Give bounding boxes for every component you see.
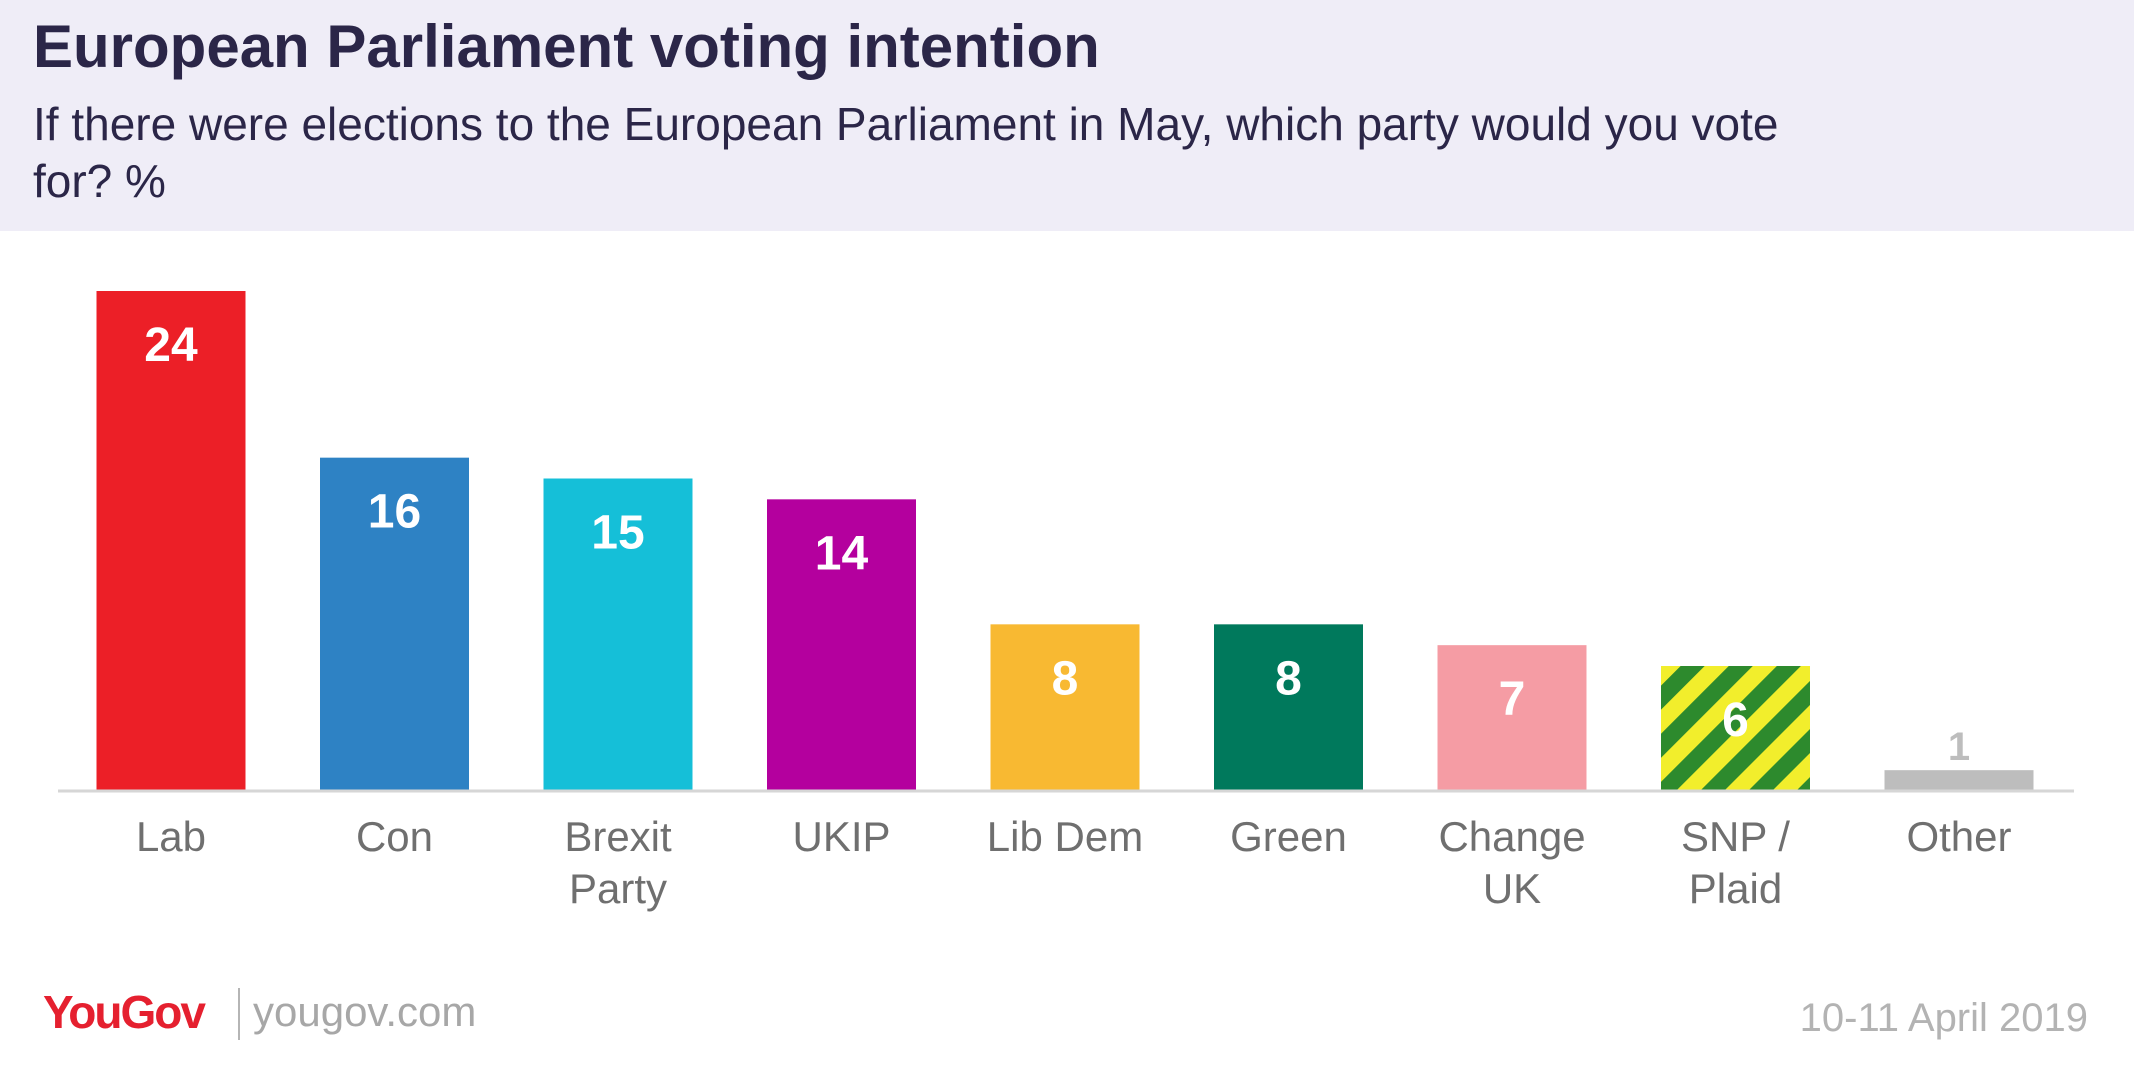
category-label-line: UKIP <box>792 813 891 860</box>
value-label: 16 <box>368 486 421 539</box>
yougov-logo: YouGov <box>43 986 206 1038</box>
category-label: SNP / Plaid <box>1626 811 1846 915</box>
bar-brexit-party <box>543 478 693 791</box>
category-label: Change UK <box>1402 811 1622 915</box>
bar-lab <box>96 291 246 791</box>
category-label-line: Con <box>355 813 434 860</box>
bar-green <box>1214 624 1363 791</box>
category-label: Other <box>1849 811 2069 863</box>
category-label: Green <box>1179 811 1399 863</box>
bar-lib-dem <box>990 624 1140 791</box>
category-label: Con <box>285 811 505 863</box>
category-label-line: Other <box>1906 813 2012 860</box>
category-label-line: Lab <box>135 813 207 860</box>
category-label: Lib Dem <box>955 811 1175 863</box>
category-label-line: UK <box>1482 865 1542 912</box>
value-label: 8 <box>1275 652 1302 705</box>
footer-divider <box>238 988 240 1040</box>
value-label: 6 <box>1722 694 1749 747</box>
value-label: 8 <box>1052 652 1079 705</box>
category-label: UKIP <box>732 811 952 863</box>
footer-url: yougov.com <box>253 988 477 1035</box>
bars-layer <box>96 291 2034 791</box>
category-label-line: Lib Dem <box>986 813 1144 860</box>
category-label-line: Party <box>568 865 668 912</box>
category-label-line: Change <box>1438 813 1586 860</box>
category-label: Brexit Party <box>508 811 728 915</box>
category-label-line: Brexit <box>564 813 672 860</box>
chart-title: European Parliament voting intention <box>33 13 1100 80</box>
value-label: 14 <box>815 527 869 580</box>
category-label: Lab <box>61 811 281 863</box>
value-label: 7 <box>1499 673 1526 726</box>
value-label: 15 <box>591 507 644 560</box>
bar-snp-plaid <box>1661 666 1810 791</box>
value-label: 1 <box>1948 725 1970 769</box>
fieldwork-date: 10-11 April 2019 <box>1799 996 2088 1040</box>
bar-con <box>320 457 469 791</box>
category-label-line: SNP / <box>1681 813 1790 860</box>
value-label: 24 <box>144 319 198 372</box>
category-label-line: Plaid <box>1688 865 1783 912</box>
category-label-line: Green <box>1230 813 1347 860</box>
bar-ukip <box>767 499 916 791</box>
bar-chart: 24 16 15 14 8 8 7 6 1 <box>58 291 2074 793</box>
bar-other <box>1884 770 2034 791</box>
bar-change-uk <box>1437 645 1587 791</box>
chart-subtitle: If there were elections to the European … <box>33 98 1779 207</box>
value-labels-layer: 24 16 15 14 8 8 7 6 1 <box>144 319 1970 769</box>
chart-header: European Parliament voting intention If … <box>0 0 2134 231</box>
